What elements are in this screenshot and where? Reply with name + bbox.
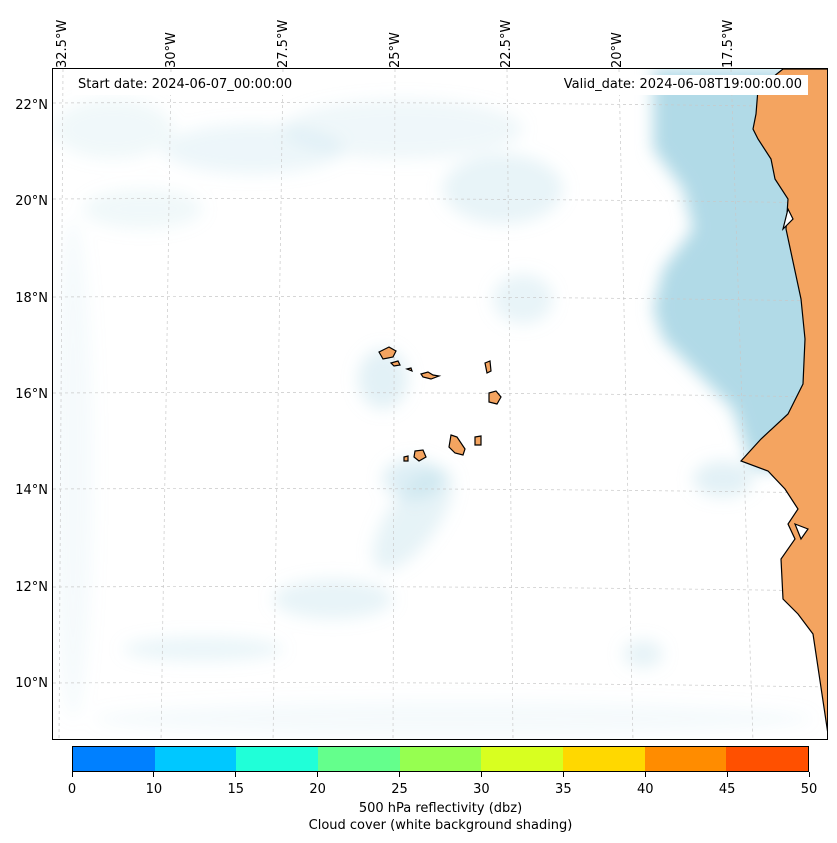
cloud-patch <box>123 637 283 661</box>
colorbar-tick-label: 50 <box>800 782 818 797</box>
island-sao-nicolau <box>420 371 442 380</box>
colorbar-segment <box>399 747 482 771</box>
island-maio <box>474 435 482 446</box>
lon-label-text: 27.5°W <box>276 19 291 68</box>
colorbar-tick-label: 15 <box>227 782 245 797</box>
coast-detail <box>793 522 809 541</box>
lon-gridline <box>506 69 514 739</box>
island-brava <box>403 455 409 462</box>
colorbar-segment <box>154 747 237 771</box>
lon-gridline <box>392 69 396 739</box>
island-fogo <box>413 449 427 462</box>
colorbar-segment <box>726 747 809 771</box>
lon-gridline <box>58 69 64 739</box>
island-sal <box>484 360 492 374</box>
colorbar-segment <box>563 747 645 771</box>
colorbar-segment <box>644 747 727 771</box>
colorbar-tickmark <box>235 772 237 777</box>
lat-label: 22°N <box>15 98 48 113</box>
land-layer <box>378 69 827 732</box>
lat-gridline <box>53 682 827 688</box>
colorbar-tickmark <box>562 772 564 777</box>
colorbar-segment <box>73 747 155 771</box>
lon-label-text: 17.5°W <box>721 19 736 68</box>
lat-gridline <box>53 296 827 302</box>
gridlines <box>53 69 827 739</box>
lon-label: 32.5°W <box>55 8 74 68</box>
colorbar-tickmark <box>726 772 728 777</box>
map-frame <box>52 68 828 740</box>
colorbar-tickmark <box>317 772 319 777</box>
cloud-patch <box>623 640 663 668</box>
cloud-patch <box>93 701 813 737</box>
colorbar-segment <box>318 747 400 771</box>
cloud-patch <box>273 579 393 619</box>
coast-detail <box>781 207 794 231</box>
colorbar-label: 500 hPa reflectivity (dbz) <box>358 801 523 816</box>
lon-label-text: 30°W <box>164 32 179 68</box>
colorbar-tick-label: 10 <box>145 782 163 797</box>
cloud-patch <box>493 274 553 324</box>
lat-gridline <box>53 586 827 592</box>
lon-label: 20°W <box>610 8 629 68</box>
lat-label: 10°N <box>15 676 48 691</box>
colorbar-tick-label: 0 <box>67 782 77 797</box>
colorbar-tickmark <box>399 772 401 777</box>
island-santo-antao <box>378 346 397 360</box>
lon-label: 22.5°W <box>499 8 518 68</box>
cloud-patch <box>372 467 454 571</box>
colorbar-tick-label: 30 <box>473 782 490 797</box>
island-sao-vicente <box>389 360 401 367</box>
colorbar-sublabel: Cloud cover (white background shading) <box>308 818 573 833</box>
cloud-patch <box>53 219 93 719</box>
lat-gridline <box>53 488 827 494</box>
lon-label: 25°W <box>388 8 407 68</box>
lat-gridline <box>53 392 827 398</box>
colorbar-tickmark <box>808 772 810 777</box>
lat-label: 18°N <box>15 291 48 306</box>
colorbar-tick-label: 20 <box>309 782 326 797</box>
lon-label: 27.5°W <box>276 8 295 68</box>
lat-label: 20°N <box>15 194 48 209</box>
colorbar-tickmark <box>71 772 73 777</box>
lon-label-text: 32.5°W <box>55 19 70 68</box>
cloud-patch <box>283 99 523 159</box>
colorbar-tick-label: 40 <box>636 782 654 797</box>
lon-label-text: 25°W <box>388 32 403 68</box>
island-santiago <box>448 434 466 456</box>
lat-gridline <box>53 198 827 204</box>
cloud-patch <box>443 154 563 224</box>
cloud-cover-shading <box>53 69 827 737</box>
lon-gridline <box>618 69 634 739</box>
lat-label: 12°N <box>15 580 48 595</box>
lat-gridline <box>53 102 827 108</box>
colorbar-segment <box>236 747 319 771</box>
lon-label: 17.5°W <box>721 8 740 68</box>
colorbar-tick-label: 25 <box>391 782 408 797</box>
lon-label-text: 22.5°W <box>499 19 514 68</box>
map-canvas <box>53 69 827 739</box>
island-boa-vista <box>488 390 502 405</box>
colorbar-segment <box>481 747 564 771</box>
colorbar-tickmark <box>644 772 646 777</box>
cloud-patch <box>53 99 173 159</box>
lat-label: 14°N <box>15 483 48 498</box>
lon-gridline <box>272 69 284 739</box>
lon-label: 30°W <box>164 8 183 68</box>
lon-gridline <box>160 69 172 739</box>
colorbar-tick-label: 45 <box>718 782 736 797</box>
lat-label: 16°N <box>15 387 48 402</box>
colorbar-tick-label: 35 <box>555 782 572 797</box>
lon-label-text: 20°W <box>610 32 625 68</box>
colorbar-tickmark <box>153 772 155 777</box>
colorbar-tickmark <box>480 772 482 777</box>
colorbar <box>72 746 809 772</box>
start-date-label: Start date: 2024-06-07_00:00:00 <box>72 75 299 95</box>
africa-coast <box>739 69 827 732</box>
cloud-patch <box>693 461 753 497</box>
valid-date-label: Valid_date: 2024-06-08T19:00:00.00 <box>540 75 808 95</box>
island-santa-luzia <box>405 367 413 373</box>
cloud-patch <box>83 189 203 229</box>
lon-gridline <box>730 69 754 739</box>
